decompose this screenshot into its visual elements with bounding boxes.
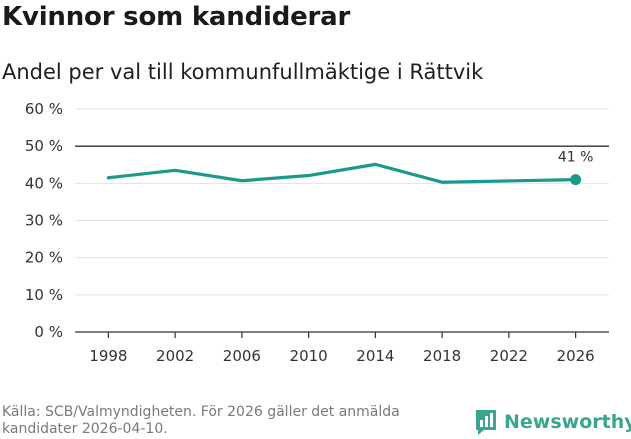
y-tick-label: 0 %: [34, 323, 63, 341]
y-tick-label: 20 %: [25, 249, 63, 267]
y-tick-label: 50 %: [25, 137, 63, 155]
last-value-label: 41 %: [558, 150, 594, 166]
gridlines: [75, 108, 609, 333]
line-chart: 0 % 10 % 20 % 30 % 40 % 50 % 60 % 1998 2002 2006…: [25, 100, 609, 365]
y-tick-label: 40 %: [25, 174, 63, 192]
annotations: 41 %: [558, 150, 594, 186]
x-tick-label: 2010: [290, 347, 328, 365]
x-tick-label: 2014: [356, 347, 394, 365]
x-tick-label: 2006: [223, 347, 261, 365]
series-line: [106, 162, 578, 184]
chart-subtitle: Andel per val till kommunfullmäktige i R…: [2, 60, 484, 84]
source-note: Källa: SCB/Valmyndigheten. För 2026 gäll…: [2, 404, 400, 437]
x-axis: 1998 2002 2006 2010 2014 2018 2022 2026: [89, 332, 595, 365]
x-tick-label: 2022: [490, 347, 528, 365]
data-series: [106, 162, 578, 184]
last-value-marker: [570, 174, 582, 186]
y-tick-label: 30 %: [25, 212, 63, 230]
brand-name: Newsworthy: [504, 411, 631, 433]
bar-chart-icon: [476, 410, 496, 435]
y-tick-label: 60 %: [25, 100, 63, 118]
y-axis: 0 % 10 % 20 % 30 % 40 % 50 % 60 %: [25, 100, 63, 341]
x-tick-label: 2026: [557, 347, 595, 365]
chart-title: Kvinnor som kandiderar: [2, 2, 351, 32]
y-tick-label: 10 %: [25, 286, 63, 304]
x-tick-label: 2002: [156, 347, 194, 365]
x-tick-label: 2018: [423, 347, 461, 365]
x-tick-label: 1998: [89, 347, 127, 365]
brand-logo: Newsworthy: [474, 407, 631, 437]
